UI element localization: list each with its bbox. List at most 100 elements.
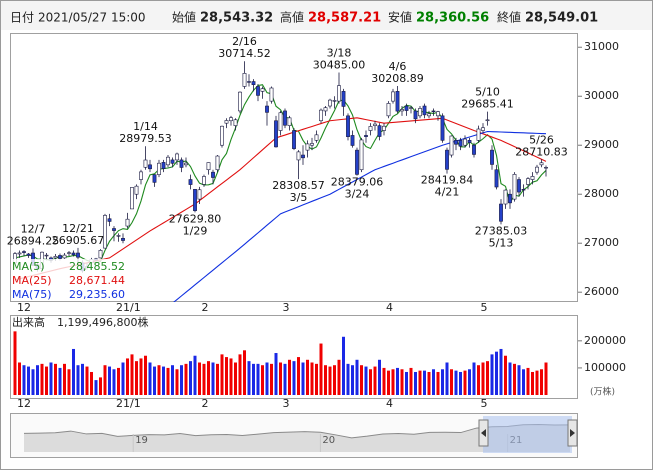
volume-bar xyxy=(220,354,224,395)
volume-bar xyxy=(414,371,417,395)
volume-unit: (万株) xyxy=(590,386,615,398)
volume-bar xyxy=(486,361,489,395)
candle-body xyxy=(314,134,319,141)
volume-bar xyxy=(522,369,525,395)
candle-body xyxy=(238,91,242,112)
candle-body xyxy=(530,176,535,180)
volume-bar xyxy=(360,365,363,395)
volume-bar xyxy=(409,367,413,395)
annotation-date: 3/18 xyxy=(327,46,352,59)
x-tick-label: 2 xyxy=(202,397,209,410)
candle-body xyxy=(287,117,292,126)
volume-bar xyxy=(27,366,30,395)
legend-box xyxy=(11,259,127,301)
volume-bar xyxy=(162,366,165,395)
volume-bar xyxy=(216,363,219,395)
volume-bar xyxy=(504,355,507,395)
x-tick-label: 5 xyxy=(481,397,488,410)
volume-bar xyxy=(144,355,147,395)
volume-bar xyxy=(189,361,192,395)
candle-body xyxy=(332,100,337,102)
candle-body xyxy=(256,86,260,96)
volume-bar xyxy=(279,362,282,395)
legend-name: MA(75) xyxy=(12,288,52,301)
annotation-value: 29685.41 xyxy=(461,98,514,111)
volume-bar xyxy=(108,366,111,395)
volume-bar xyxy=(531,371,534,395)
candle-body xyxy=(427,113,431,117)
annotation-date: 3/24 xyxy=(345,188,370,201)
volume-bar xyxy=(513,363,516,395)
candle-body xyxy=(485,119,490,122)
candle-body xyxy=(197,189,202,200)
volume-bar xyxy=(198,362,201,395)
volume-bar xyxy=(76,365,80,395)
candle-body xyxy=(359,139,364,171)
y-tick-label: 29000 xyxy=(584,138,619,151)
candle-body xyxy=(535,166,539,173)
volume-bar xyxy=(391,369,395,395)
header-bar xyxy=(1,1,652,30)
candle-body xyxy=(148,164,152,170)
candle-body xyxy=(400,109,404,112)
x-tick-label: 12 xyxy=(17,301,31,314)
candle-body xyxy=(364,135,368,137)
annotation-date: 5/13 xyxy=(489,236,514,249)
volume-bar xyxy=(535,370,539,395)
candle-body xyxy=(229,117,233,122)
x-tick-label: 2 xyxy=(202,301,209,314)
candle-body xyxy=(521,189,526,191)
legend-name: MA(25) xyxy=(12,274,52,287)
annotation-value: 28379.06 xyxy=(331,176,384,189)
y-tick-label: 30000 xyxy=(584,89,619,102)
volume-bar xyxy=(157,365,161,395)
annotation-date: 5/26 xyxy=(529,133,554,146)
volume-bar xyxy=(265,362,269,395)
y-tick-label: 100000 xyxy=(584,361,626,374)
volume-bar xyxy=(31,369,35,395)
volume-bar xyxy=(490,354,494,395)
header-value: 28,360.56 xyxy=(416,11,489,26)
candle-body xyxy=(202,176,206,185)
y-tick-label: 200000 xyxy=(584,334,626,347)
volume-bar xyxy=(81,363,84,395)
volume-last: 1,199,496,800株 xyxy=(57,315,148,329)
header-datetime: 2021/05/27 15:00 xyxy=(38,11,146,25)
volume-bar xyxy=(256,363,260,395)
candle-body xyxy=(215,155,220,171)
candle-body xyxy=(188,179,193,185)
candle-body xyxy=(134,185,139,195)
candle-body xyxy=(431,110,436,113)
volume-bar xyxy=(85,366,89,395)
candle-body xyxy=(103,215,107,249)
x-tick-label: 21/1 xyxy=(116,301,141,314)
volume-bar xyxy=(337,359,341,395)
candle-body xyxy=(143,159,148,168)
volume-bar xyxy=(432,369,435,395)
legend-name: MA(5) xyxy=(12,260,45,273)
candle-body xyxy=(418,108,422,117)
candle-body xyxy=(251,81,256,85)
volume-bar xyxy=(13,331,17,395)
volume-bar xyxy=(175,369,179,395)
candle-body xyxy=(395,91,400,112)
header-label: 始値 xyxy=(172,10,196,25)
volume-bar xyxy=(472,362,476,395)
annotation-value: 28419.84 xyxy=(421,174,474,187)
candle-body xyxy=(157,162,161,175)
volume-panel xyxy=(10,315,578,399)
volume-bar xyxy=(324,365,327,395)
candle-body xyxy=(76,252,80,258)
navigator-selection[interactable] xyxy=(483,416,572,453)
volume-bar xyxy=(468,369,471,395)
volume-bar xyxy=(63,363,66,395)
candle-body xyxy=(269,87,274,102)
volume-bar xyxy=(396,367,399,395)
candle-body xyxy=(467,140,472,143)
volume-bar xyxy=(441,369,444,395)
header-value: 28,549.01 xyxy=(525,11,598,26)
volume-bar xyxy=(243,350,246,395)
volume-bar xyxy=(117,367,120,395)
legend-value: 28,671.44 xyxy=(69,274,125,287)
